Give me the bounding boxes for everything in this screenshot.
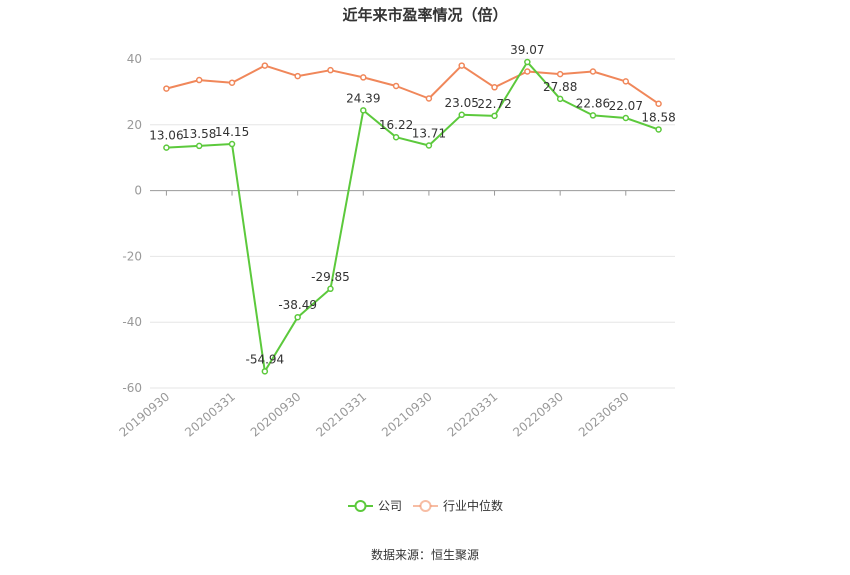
- x-tick-label: 20200930: [248, 390, 304, 440]
- data-point: [622, 114, 630, 122]
- legend-label[interactable]: 公司: [378, 499, 402, 513]
- data-label: -38.49: [278, 298, 317, 312]
- data-source: 数据来源：恒生聚源: [371, 547, 479, 562]
- data-point: [228, 79, 236, 86]
- data-point: [655, 126, 662, 133]
- data-label: 22.07: [609, 99, 643, 113]
- y-tick-label: -20: [122, 249, 142, 263]
- grid-lines: [150, 58, 675, 389]
- data-point: [163, 85, 170, 92]
- data-point: [261, 368, 269, 375]
- data-point: [327, 285, 334, 293]
- legend-swatch-marker: [419, 500, 432, 512]
- y-axis-ticks: 40 20 0 -20 -40 -60: [122, 52, 142, 395]
- x-tick-label: 20220331: [445, 390, 501, 440]
- data-point: [294, 72, 301, 80]
- data-label: 39.07: [510, 43, 544, 57]
- legend-swatch-marker: [354, 500, 367, 512]
- series-line-0: [166, 61, 659, 373]
- y-tick-label: -40: [122, 315, 142, 329]
- data-point: [195, 76, 203, 84]
- data-point: [458, 111, 465, 119]
- data-point: [360, 107, 367, 114]
- data-label: 22.86: [576, 96, 610, 110]
- data-point: [556, 70, 564, 78]
- data-label: 13.71: [412, 126, 446, 140]
- data-label: 16.22: [379, 118, 413, 132]
- data-point: [327, 66, 334, 74]
- data-point: [195, 142, 203, 150]
- y-tick-label: 20: [127, 118, 142, 132]
- data-label: -29.85: [311, 270, 350, 284]
- data-point: [524, 58, 531, 66]
- data-point: [425, 95, 433, 102]
- data-label: 24.39: [346, 91, 380, 105]
- y-tick-label: 40: [127, 52, 142, 66]
- legend-label[interactable]: 行业中位数: [443, 498, 503, 513]
- data-point: [655, 100, 662, 107]
- data-point: [458, 62, 465, 69]
- data-point: [491, 112, 498, 120]
- data-point: [524, 68, 531, 75]
- series-line-1: [166, 64, 660, 105]
- legend[interactable]: 公司 行业中位数: [348, 498, 503, 513]
- data-label: -54.94: [246, 352, 285, 366]
- data-label: 22.72: [477, 97, 511, 111]
- series-layer: [163, 58, 662, 375]
- data-point: [392, 133, 400, 141]
- x-tick-label: 20220930: [510, 390, 566, 440]
- x-tick-label: 20200331: [182, 390, 238, 440]
- data-label: 13.06: [149, 129, 183, 143]
- data-point: [425, 142, 433, 149]
- x-tick-label: 20210930: [379, 390, 435, 440]
- data-point: [163, 144, 170, 151]
- data-point: [392, 82, 400, 90]
- x-tick-label: 20230630: [576, 390, 632, 440]
- data-point: [261, 62, 269, 69]
- x-tick-label: 20210331: [313, 390, 369, 440]
- data-point: [589, 112, 597, 119]
- chart-title: 近年来市盈率情况（倍）: [342, 6, 507, 24]
- data-point: [556, 95, 564, 103]
- data-label: 23.05: [445, 96, 479, 110]
- y-tick-label: -60: [122, 381, 142, 395]
- x-axis: 20190930 20200331 20200930 20210331 20210930…: [117, 190, 675, 440]
- data-point: [294, 313, 301, 321]
- data-label: 27.88: [543, 80, 577, 94]
- data-label: 14.15: [215, 125, 249, 139]
- data-point: [228, 140, 236, 148]
- data-label: 13.58: [182, 127, 216, 141]
- data-point: [491, 84, 498, 91]
- data-point: [589, 68, 597, 75]
- data-label: 18.58: [641, 110, 675, 124]
- x-tick-label: 20190930: [117, 390, 173, 440]
- y-tick-label: 0: [134, 184, 142, 198]
- data-point: [622, 78, 630, 85]
- data-point: [360, 74, 367, 81]
